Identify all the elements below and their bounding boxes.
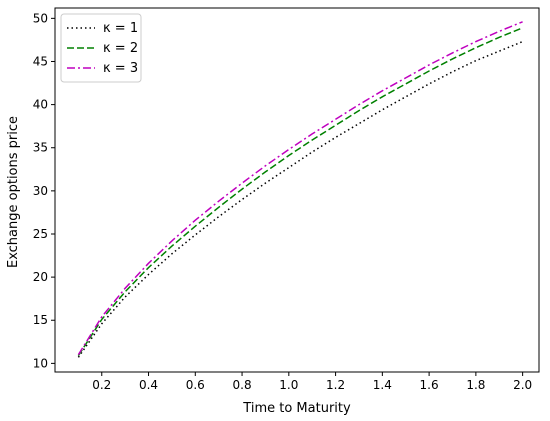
y-tick-label: 40 bbox=[33, 98, 48, 112]
legend-label-kappa-3: κ = 3 bbox=[103, 61, 138, 76]
x-tick-label: 1.2 bbox=[326, 378, 345, 392]
y-tick-label: 50 bbox=[33, 11, 48, 25]
x-tick-label: 0.8 bbox=[233, 378, 252, 392]
y-axis-label: Exchange options price bbox=[6, 116, 21, 268]
x-axis-label: Time to Maturity bbox=[242, 401, 351, 416]
y-tick-label: 25 bbox=[33, 227, 48, 241]
series-layer bbox=[77, 21, 523, 358]
ticks-layer: 0.2 0.4 0.6 0.8 1.0 1.2 1.4 1.6 1.8 2.0 10 15 20 25 30… bbox=[33, 11, 532, 392]
x-tick-label: 0.6 bbox=[186, 378, 205, 392]
legend-label-kappa-1: κ = 1 bbox=[103, 21, 138, 36]
x-tick-label: 1.0 bbox=[279, 378, 298, 392]
plot-frame bbox=[54, 7, 540, 373]
x-tick-label: 0.2 bbox=[92, 378, 111, 392]
x-tick-label: 0.4 bbox=[139, 378, 158, 392]
series-line-kappa-2 bbox=[77, 27, 523, 357]
plot-area bbox=[54, 7, 540, 373]
x-tick-label: 1.6 bbox=[420, 378, 439, 392]
series-line-kappa-3 bbox=[77, 21, 523, 356]
x-tick-label: 1.8 bbox=[466, 378, 485, 392]
legend: κ = 1 κ = 2 κ = 3 bbox=[60, 13, 142, 83]
x-tick-label: 1.4 bbox=[373, 378, 392, 392]
legend-label-kappa-2: κ = 2 bbox=[103, 41, 138, 56]
y-tick-label: 45 bbox=[33, 54, 48, 68]
y-tick-label: 20 bbox=[33, 270, 48, 284]
series-line-kappa-1 bbox=[77, 40, 523, 358]
legend-frame bbox=[60, 13, 142, 83]
y-tick-label: 30 bbox=[33, 184, 48, 198]
y-tick-label: 35 bbox=[33, 141, 48, 155]
y-tick-label: 10 bbox=[33, 356, 48, 370]
x-tick-label: 2.0 bbox=[513, 378, 532, 392]
y-tick-label: 15 bbox=[33, 313, 48, 327]
